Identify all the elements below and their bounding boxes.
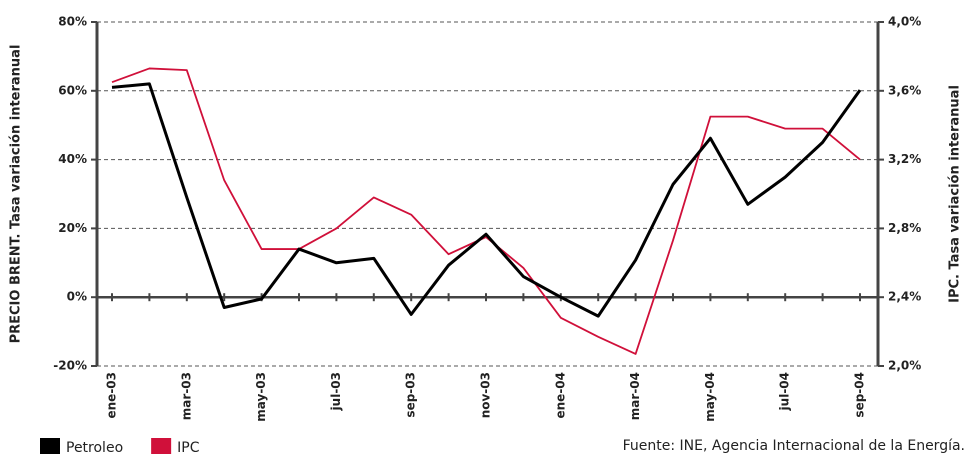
- x-tick-label: sep-04: [853, 372, 867, 418]
- legend-swatch: [40, 438, 60, 454]
- x-tick-label: may-04: [703, 372, 717, 422]
- legend-label: Petroleo: [66, 440, 123, 456]
- x-tick-label: ene-04: [553, 372, 567, 419]
- y-tick-label: 80%: [58, 15, 87, 29]
- x-tick-label: mar-04: [628, 372, 642, 420]
- y-tick-label: -20%: [53, 359, 87, 373]
- y-tick-label: 0%: [67, 290, 87, 304]
- x-tick-label: sep-03: [404, 372, 418, 418]
- y-tick-label: 40%: [58, 152, 87, 166]
- y2-tick-label: 2,4%: [888, 290, 921, 304]
- x-tick-label: mar-03: [179, 372, 193, 420]
- y2-axis-label: IPC. Tasa variación interanual: [948, 85, 963, 303]
- legend-label: IPC: [177, 440, 200, 456]
- y2-tick-label: 2,0%: [888, 359, 921, 373]
- series-line: [111, 67, 861, 355]
- x-tick-label: jul-03: [329, 372, 343, 411]
- x-tick-label: jul-04: [778, 372, 792, 411]
- y2-tick-label: 3,6%: [888, 83, 921, 97]
- y-tick-label: 20%: [58, 221, 87, 235]
- y-axis-label: PRECIO BRENT. Tasa variación interanual: [9, 45, 24, 344]
- y-tick-label: 60%: [58, 83, 87, 97]
- source-note: Fuente: INE, Agencia Internacional de la…: [623, 438, 965, 454]
- y2-tick-label: 4,0%: [888, 15, 921, 29]
- y2-tick-label: 3,2%: [888, 152, 921, 166]
- x-tick-label: ene-03: [105, 372, 119, 419]
- series-line: [111, 82, 862, 318]
- legend-swatch: [151, 438, 172, 454]
- y2-tick-label: 2,8%: [888, 221, 921, 235]
- x-tick-label: nov-03: [479, 372, 493, 418]
- x-tick-label: may-03: [254, 372, 268, 422]
